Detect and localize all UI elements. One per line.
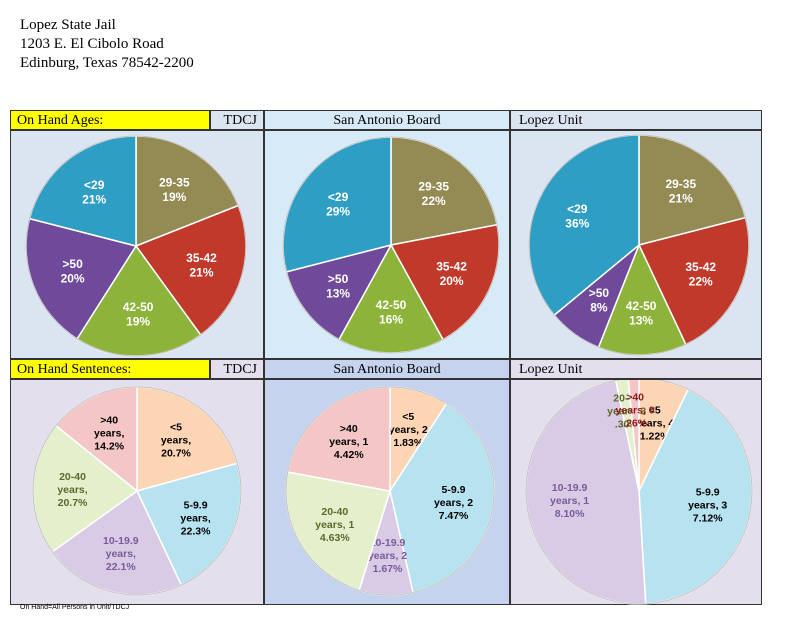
- on-hand-sentences-san-antonio-board-label-40-years-1: >40 years, 1 4.42%: [329, 423, 368, 461]
- on-hand-sentences-tdcj-slice-5-9-9-years: [135, 462, 242, 587]
- ages-lopez-cell: 29-35 21% 35-42 22% 42-50 13% >50 8% <29 36%: [510, 130, 762, 359]
- on-hand-ages-san-antonio-board-label-50: >50 13%: [326, 272, 350, 301]
- on-hand-sentences-san-antonio-board-slice-20-40-years-1: [285, 471, 391, 592]
- on-hand-ages-tdcj-label-35-42: 35-42 21%: [186, 251, 217, 280]
- ages-san-antonio-pie: 29-35 22% 35-42 20% 42-50 16% >50 13% <29 29%: [282, 136, 500, 354]
- on-hand-ages-tdcj-slice-29-35: [135, 135, 240, 248]
- pie-grid: On Hand Ages: TDCJ San Antonio Board Lop…: [10, 110, 762, 605]
- on-hand-sentences-tdcj-slice-5-years: [136, 386, 239, 492]
- on-hand-sentences-tdcj-outline: [32, 386, 242, 596]
- on-hand-ages-tdcj-label-29-35: 29-35 19%: [159, 176, 190, 205]
- address-line-1: Lopez State Jail: [20, 17, 116, 33]
- on-hand-ages-san-antonio-board-label-29-35: 29-35 22%: [418, 179, 449, 208]
- sentences-section-label: On Hand Sentences:: [10, 359, 210, 379]
- on-hand-ages-lopez-unit-slice-29-35: [638, 134, 747, 246]
- on-hand-ages-lopez-unit-label-42-50: 42-50 13%: [626, 299, 657, 328]
- on-hand-sentences-san-antonio-board-slice-40-years-1: [286, 386, 391, 492]
- on-hand-sentences-san-antonio-board-label-20-40-years-1: 20-40 years, 1 4.63%: [315, 506, 354, 544]
- ages-tdcj-pie: 29-35 19% 35-42 21% 42-50 19% >50 20% <29 21%: [25, 135, 247, 357]
- on-hand-sentences-lopez-unit-slice-10-19-9-years-1: [525, 380, 647, 605]
- on-hand-ages-san-antonio-board-label-35-42: 35-42 20%: [436, 260, 467, 289]
- on-hand-ages-san-antonio-board-slice-35-42: [389, 223, 500, 341]
- sentences-san-antonio-cell: <5 years, 2 1.83% 5-9.9 years, 2 7.47% 10-19.9…: [264, 379, 510, 605]
- on-hand-ages-san-antonio-board-label-29: <29 29%: [326, 190, 350, 219]
- ages-lopez-pie: 29-35 21% 35-42 22% 42-50 13% >50 8% <29 36%: [528, 134, 750, 356]
- ages-tdcj-header: TDCJ: [210, 110, 264, 130]
- on-hand-sentences-lopez-unit-label-10-19-9-years-1: 10-19.9 years, 1 8.10%: [550, 482, 589, 520]
- on-hand-ages-tdcj-label-50: >50 20%: [61, 257, 85, 286]
- on-hand-ages-tdcj-label-29: <29 21%: [82, 178, 106, 207]
- sentences-san-antonio-header: San Antonio Board: [264, 359, 510, 379]
- ages-tdcj-cell: 29-35 19% 35-42 21% 42-50 19% >50 20% <29 21%: [10, 130, 264, 359]
- on-hand-sentences-tdcj-label-10-19-9-years: 10-19.9 years, 22.1%: [103, 535, 139, 573]
- on-hand-ages-lopez-unit-label-50: >50 8%: [589, 286, 610, 315]
- on-hand-ages-tdcj-slice-35-42: [134, 204, 247, 337]
- on-hand-ages-tdcj-outline: [25, 135, 247, 357]
- on-hand-sentences-tdcj-slice-40-years: [54, 386, 138, 493]
- address-block: Lopez State Jail 1203 E. El Cibolo Road …: [20, 16, 194, 73]
- on-hand-sentences-san-antonio-board-outline: [285, 386, 495, 596]
- sentences-tdcj-pie: <5 years, 20.7% 5-9.9 years, 22.3% 10-19.9 year…: [32, 386, 242, 596]
- on-hand-ages-tdcj-slice-42-50: [76, 244, 202, 357]
- on-hand-sentences-lopez-unit-slice-20-40-years-3: [614, 380, 640, 492]
- on-hand-ages-san-antonio-board-outline: [282, 136, 500, 354]
- sentences-lopez-pie: <5 years, 4 1.22% 5-9.9 years, 3 7.12% 10-19.9…: [525, 380, 753, 605]
- footnote: On Hand=All Persons in Unit/TDCJ: [20, 604, 130, 611]
- sentences-tdcj-header: TDCJ: [210, 359, 264, 379]
- on-hand-ages-san-antonio-board-slice-29-35: [390, 136, 498, 246]
- on-hand-sentences-tdcj-label-5-years: <5 years, 20.7%: [161, 421, 192, 459]
- on-hand-sentences-tdcj-slice-10-19-9-years: [51, 489, 183, 596]
- on-hand-ages-san-antonio-board-slice-42-50: [337, 243, 445, 354]
- on-hand-ages-tdcj-slice-50: [25, 217, 138, 340]
- on-hand-sentences-tdcj-slice-20-40-years: [32, 424, 139, 553]
- on-hand-sentences-lopez-unit-slice-5-9-9-years-3: [638, 388, 753, 605]
- on-hand-sentences-lopez-unit-label-5-years-4: <5 years, 4 1.22%: [635, 404, 674, 442]
- ages-lopez-header: Lopez Unit: [510, 110, 762, 130]
- sentences-lopez-header: Lopez Unit: [510, 359, 762, 379]
- ages-section-label: On Hand Ages:: [10, 110, 210, 130]
- on-hand-sentences-lopez-unit-label-5-9-9-years-3: 5-9.9 years, 3 7.12%: [688, 486, 727, 524]
- on-hand-sentences-san-antonio-board-label-5-9-9-years-2: 5-9.9 years, 2 7.47%: [434, 484, 473, 522]
- on-hand-sentences-san-antonio-board-label-5-years-2: <5 years, 2 1.83%: [389, 411, 428, 449]
- on-hand-sentences-san-antonio-board-slice-5-9-9-years-2: [389, 402, 495, 594]
- on-hand-sentences-tdcj-label-40-years: >40 years, 14.2%: [94, 414, 125, 452]
- on-hand-ages-lopez-unit-slice-42-50: [597, 243, 687, 356]
- address-line-2: 1203 E. El Cibolo Road: [20, 36, 164, 52]
- on-hand-ages-lopez-unit-label-29-35: 29-35 21%: [665, 177, 696, 206]
- on-hand-ages-san-antonio-board-label-42-50: 42-50 16%: [376, 298, 407, 327]
- address-line-3: Edinburg, Texas 78542-2200: [20, 55, 194, 71]
- on-hand-ages-tdcj-label-42-50: 42-50 19%: [123, 300, 154, 329]
- ages-san-antonio-header: San Antonio Board: [264, 110, 510, 130]
- on-hand-ages-lopez-unit-outline: [528, 134, 750, 356]
- ages-san-antonio-cell: 29-35 22% 35-42 20% 42-50 16% >50 13% <29 29%: [264, 130, 510, 359]
- on-hand-ages-lopez-unit-slice-35-42: [637, 216, 750, 346]
- sentences-lopez-cell: <5 years, 4 1.22% 5-9.9 years, 3 7.12% 10-19.9…: [510, 379, 762, 605]
- on-hand-sentences-tdcj-label-20-40-years: 20-40 years, 20.7%: [57, 471, 88, 509]
- on-hand-sentences-san-antonio-board-label-10-19-9-years-2: 10-19.9 years, 2 1.67%: [368, 537, 407, 575]
- on-hand-ages-san-antonio-board-slice-29: [282, 136, 392, 273]
- on-hand-ages-lopez-unit-label-29: <29 36%: [565, 202, 589, 231]
- on-hand-ages-lopez-unit-slice-29: [528, 134, 640, 317]
- on-hand-sentences-lopez-unit-slice-40-years-0: [627, 380, 640, 492]
- on-hand-sentences-tdcj-label-5-9-9-years: 5-9.9 years, 22.3%: [180, 500, 211, 538]
- sentences-san-antonio-pie: <5 years, 2 1.83%5-9.9 years, 2 7.47% 10-19.9…: [285, 386, 495, 596]
- on-hand-ages-lopez-unit-label-35-42: 35-42 22%: [685, 260, 716, 289]
- on-hand-sentences-lopez-unit-label-40-years-0: >40 years, 0.26%: [616, 391, 655, 429]
- on-hand-ages-tdcj-slice-29: [28, 135, 137, 247]
- sentences-tdcj-cell: <5 years, 20.7% 5-9.9 years, 22.3% 10-19.9 year…: [10, 379, 264, 605]
- on-hand-sentences-lopez-unit-outline: [525, 380, 753, 605]
- on-hand-ages-san-antonio-board-slice-50: [285, 243, 393, 341]
